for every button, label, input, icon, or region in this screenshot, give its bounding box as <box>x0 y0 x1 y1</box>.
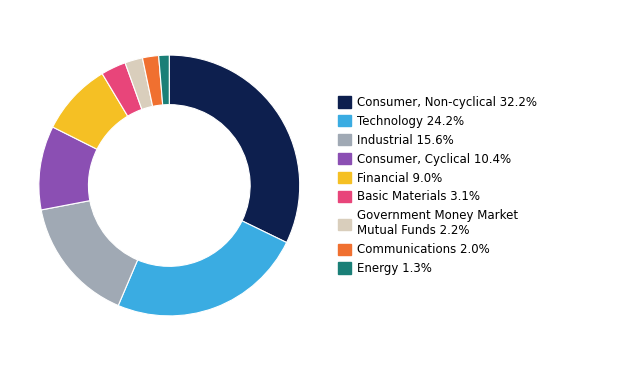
Wedge shape <box>39 127 97 210</box>
Wedge shape <box>169 55 300 243</box>
Wedge shape <box>125 58 152 109</box>
Legend: Consumer, Non-cyclical 32.2%, Technology 24.2%, Industrial 15.6%, Consumer, Cycl: Consumer, Non-cyclical 32.2%, Technology… <box>338 96 537 275</box>
Wedge shape <box>41 201 138 305</box>
Wedge shape <box>159 55 169 105</box>
Wedge shape <box>53 74 128 149</box>
Wedge shape <box>142 56 162 106</box>
Wedge shape <box>102 63 142 116</box>
Wedge shape <box>119 221 287 316</box>
